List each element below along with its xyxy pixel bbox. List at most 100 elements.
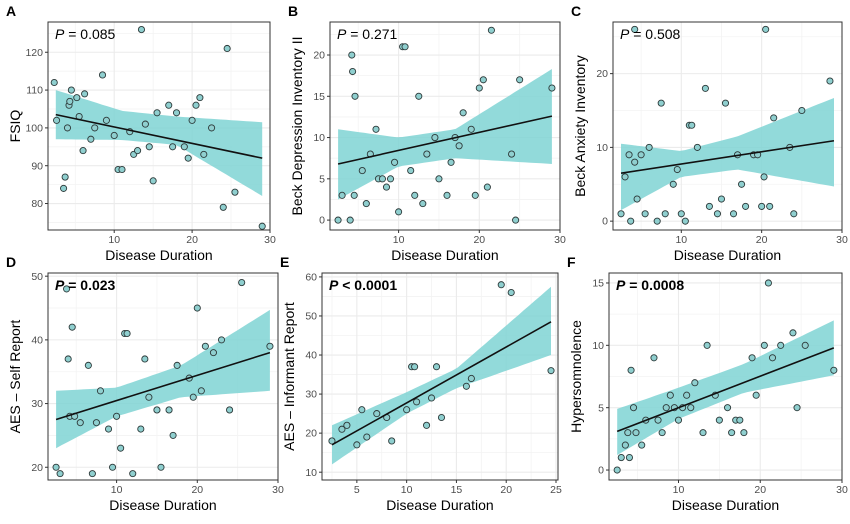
data-point (79, 147, 87, 155)
data-point (632, 429, 640, 437)
data-point (149, 177, 157, 185)
data-point (358, 167, 366, 175)
data-point (766, 202, 774, 210)
data-point (391, 158, 399, 166)
data-point (81, 90, 89, 98)
x-axis-title: Disease Duration (105, 247, 212, 263)
data-point (497, 281, 505, 289)
data-point (633, 195, 641, 203)
data-point (625, 151, 633, 159)
data-point (141, 120, 149, 128)
p-symbol: P (337, 26, 347, 42)
x-tick-label: 30 (836, 234, 848, 246)
data-point (87, 135, 95, 143)
data-point (411, 191, 419, 199)
data-point (483, 183, 491, 191)
y-tick-label: 100 (25, 122, 43, 134)
panel-a: 10 20 30 80 90 100 110 120 Disease Duration FSIQ A… (6, 3, 276, 263)
data-point (435, 175, 443, 183)
data-point (169, 431, 177, 439)
data-point (350, 191, 358, 199)
data-point (459, 109, 467, 117)
data-point (76, 419, 84, 427)
data-point (650, 354, 658, 362)
data-point (401, 43, 409, 51)
data-point (627, 217, 635, 225)
y-tick-label: 20 (313, 50, 325, 62)
data-point (728, 429, 736, 437)
data-point (717, 195, 726, 203)
x-tick-label: 20 (500, 484, 512, 496)
data-point (423, 421, 431, 429)
data-point (338, 425, 346, 433)
data-point (621, 173, 629, 181)
data-point (699, 429, 707, 437)
data-point (479, 76, 487, 84)
panel-f: 10 20 30 0 5 10 15 Disease Duration Hypersomnole… (567, 254, 848, 513)
data-point (432, 363, 441, 371)
data-point (713, 210, 722, 218)
data-point (681, 217, 689, 225)
y-tick-label: 60 (305, 272, 317, 284)
data-point (362, 200, 370, 208)
data-point (752, 391, 760, 399)
y-tick-label: 80 (31, 198, 43, 210)
data-point (487, 26, 495, 34)
y-tick-label: 20 (596, 68, 608, 80)
y-axis-title: AES – Self Report (7, 320, 23, 434)
data-point (467, 374, 475, 383)
data-point (624, 429, 632, 437)
p-symbol: P (55, 26, 65, 42)
data-point (443, 191, 451, 199)
data-point (508, 150, 516, 158)
x-tick-label: 30 (272, 484, 284, 496)
data-point (153, 109, 161, 117)
data-point (637, 151, 645, 159)
panel-d: 10 20 30 20 30 40 50 Disease Duration AES – Self… (6, 254, 284, 513)
data-point (703, 341, 711, 349)
data-point (145, 393, 153, 401)
x-tick-label: 20 (754, 484, 766, 496)
data-point (627, 366, 635, 374)
y-tick-label: 30 (305, 389, 317, 401)
data-point (145, 143, 153, 151)
data-point (343, 421, 351, 429)
panel-letter: E (280, 254, 289, 270)
data-point (358, 406, 366, 414)
data-point (403, 406, 411, 414)
confidence-band (56, 309, 270, 449)
data-point (693, 143, 701, 151)
data-point (688, 121, 696, 129)
x-axis-title: Disease Duration (674, 247, 781, 263)
p-value: = 0.271 (346, 26, 397, 42)
data-point (338, 191, 346, 199)
y-tick-label: 10 (305, 467, 317, 479)
y-tick-label: 10 (592, 340, 604, 352)
data-point (760, 341, 768, 349)
x-axis-title: Disease Duration (109, 497, 216, 513)
y-axis-title: Hypersomnolence (568, 320, 584, 433)
y-tick-label: 40 (305, 350, 317, 362)
data-point (346, 216, 354, 224)
data-point (231, 188, 239, 196)
data-point (658, 429, 666, 437)
data-point (153, 406, 161, 414)
data-point (701, 84, 709, 92)
data-point (516, 76, 524, 84)
data-point (723, 404, 732, 412)
data-point (61, 173, 69, 181)
data-point (661, 210, 669, 218)
y-tick-label: 0 (602, 216, 608, 228)
data-point (415, 92, 423, 100)
data-point (60, 184, 68, 192)
panel-border (612, 21, 843, 231)
data-point (748, 354, 756, 362)
data-point (669, 180, 677, 188)
data-point (621, 441, 629, 449)
data-point (386, 175, 395, 183)
data-point (73, 94, 81, 102)
y-tick-label: 120 (25, 47, 43, 59)
y-axis-title: FSIQ (7, 110, 23, 143)
